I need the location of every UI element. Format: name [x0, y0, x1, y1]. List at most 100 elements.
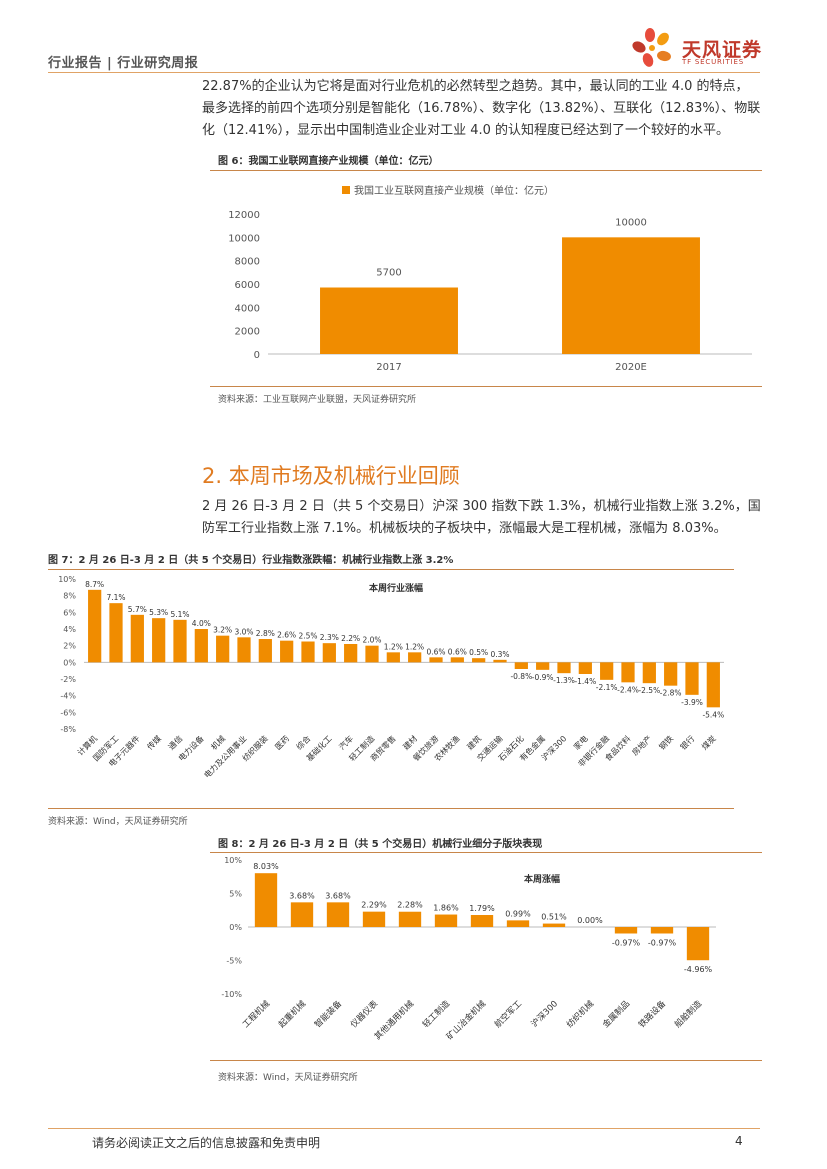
y-tick-label: 10%	[58, 575, 76, 584]
bar	[514, 662, 528, 669]
y-tick-label: 4%	[63, 625, 76, 634]
y-tick-label: -4%	[60, 692, 76, 701]
y-tick-label: 2%	[63, 642, 76, 651]
data-label: 5.3%	[149, 608, 168, 617]
bar	[301, 641, 315, 663]
bar	[686, 927, 710, 961]
x-tick-label: 综合	[294, 733, 312, 751]
y-tick-label: -2%	[60, 675, 76, 684]
data-label: 1.2%	[405, 642, 424, 651]
data-label: 2.8%	[256, 629, 275, 638]
data-label: 0.99%	[505, 909, 531, 918]
bar	[434, 914, 458, 927]
bar	[88, 589, 102, 663]
x-tick-label: 轻工制造	[420, 998, 452, 1030]
x-tick-label: 钢铁	[657, 733, 675, 751]
bar	[450, 657, 464, 663]
data-label: 5.7%	[128, 605, 147, 614]
y-tick-label: -5%	[226, 957, 242, 966]
data-label: 10000	[615, 217, 647, 228]
data-label: 0.5%	[469, 648, 488, 657]
bar	[578, 662, 592, 674]
bar	[493, 659, 507, 663]
x-tick-label: 机械	[209, 733, 227, 751]
y-tick-label: 8%	[63, 592, 76, 601]
fig6-chart: 我国工业互联网直接产业规模（单位：亿元） 0 2000 4000 6000 8000 100…	[228, 184, 752, 373]
y-tick-label: 0%	[63, 658, 76, 667]
footer-divider	[48, 1128, 760, 1129]
intro-line: 最多选择的前四个选项分别是智能化（16.78%）、数字化（13.82%）、互联化…	[202, 101, 761, 116]
y-tick-label: -6%	[60, 708, 76, 717]
data-label: 2.6%	[277, 631, 296, 640]
fig6-source: 资料来源：工业互联网产业联盟，天风证券研究所	[218, 395, 417, 405]
data-label: -0.8%	[510, 672, 532, 681]
bar	[237, 637, 251, 663]
data-label: 3.0%	[234, 627, 253, 636]
data-label: 0.51%	[541, 913, 567, 922]
x-tick-label: 船舶制造	[672, 998, 704, 1030]
x-tick-label: 通信	[166, 733, 184, 751]
y-tick-label: 0%	[229, 923, 242, 932]
x-tick-label: 建筑	[465, 733, 483, 751]
bar	[362, 911, 386, 927]
x-tick-label: 纺织机械	[564, 998, 596, 1030]
fig8-title: 图 8：2 月 26 日-3 月 2 日（共 5 个交易日）机械行业细分子版块表…	[218, 839, 543, 850]
x-tick-label: 2020E	[615, 362, 647, 373]
fig8-source: 资料来源：Wind，天风证券研究所	[218, 1073, 358, 1083]
bar	[216, 635, 230, 663]
bar	[685, 662, 699, 695]
fig6-top-rule	[210, 170, 762, 171]
x-tick-label: 铁路设备	[636, 998, 668, 1030]
data-label: 2.5%	[298, 632, 317, 641]
x-tick-label: 2017	[376, 362, 401, 373]
bar	[429, 657, 443, 663]
legend-swatch	[342, 186, 350, 194]
data-label: -2.1%	[596, 683, 618, 692]
y-tick-label: 6%	[63, 608, 76, 617]
data-label: 3.2%	[213, 626, 232, 635]
x-tick-label: 矿山冶金机械	[444, 998, 488, 1042]
footer-disclaimer[interactable]: 请务必阅读正文之后的信息披露和免责申明	[92, 1136, 321, 1150]
data-label: 1.86%	[433, 904, 459, 913]
data-label: -2.4%	[617, 685, 639, 694]
bar	[621, 662, 635, 683]
intro-line: 22.87%的企业认为它将是面对行业危机的必然转型之趋势。其中，最认同的工业 4…	[202, 79, 749, 94]
data-label: -1.3%	[553, 676, 575, 685]
bar	[506, 920, 530, 927]
data-label: 3.68%	[289, 891, 315, 900]
y-tick-label: 10000	[228, 233, 260, 244]
data-label: 1.79%	[469, 904, 495, 913]
tf-logo-icon	[632, 28, 671, 67]
x-tick-label: 建材	[401, 733, 419, 751]
bar	[344, 644, 358, 663]
bar	[536, 662, 550, 670]
bar	[258, 639, 272, 663]
fig7-top-rule	[48, 569, 734, 570]
fig7-chart: 本周行业涨幅-8%-6%-4%-2%0%2%4%6%8%10%8.7%计算机7.…	[58, 575, 724, 780]
x-tick-label: 起重机械	[276, 998, 308, 1030]
bar	[542, 923, 566, 927]
logo-name: 天风证券	[682, 39, 763, 61]
x-tick-label: 汽车	[337, 733, 355, 751]
y-tick-label: 12000	[228, 210, 260, 221]
header-divider	[48, 72, 760, 73]
x-tick-label: 仪器仪表	[348, 998, 380, 1030]
bar	[109, 603, 123, 663]
y-tick-label: 6000	[235, 280, 260, 291]
x-tick-label: 房地产	[630, 733, 654, 757]
bar	[320, 287, 458, 354]
bar	[472, 658, 486, 663]
data-label: -2.8%	[660, 689, 682, 698]
data-label: 4.0%	[192, 619, 211, 628]
x-tick-label: 家电	[571, 733, 589, 751]
data-label: 7.1%	[106, 593, 125, 602]
bar	[398, 911, 422, 927]
bar	[557, 662, 571, 674]
fig6-bottom-rule	[210, 386, 762, 387]
data-label: 0.6%	[426, 647, 445, 656]
section-title: 2. 本周市场及机械行业回顾	[202, 464, 460, 488]
logo-subtitle: TF SECURITIES	[682, 58, 744, 66]
bar	[650, 927, 674, 934]
bar	[130, 614, 144, 663]
intro-paragraph: 22.87%的企业认为它将是面对行业危机的必然转型之趋势。其中，最认同的工业 4…	[202, 76, 762, 142]
